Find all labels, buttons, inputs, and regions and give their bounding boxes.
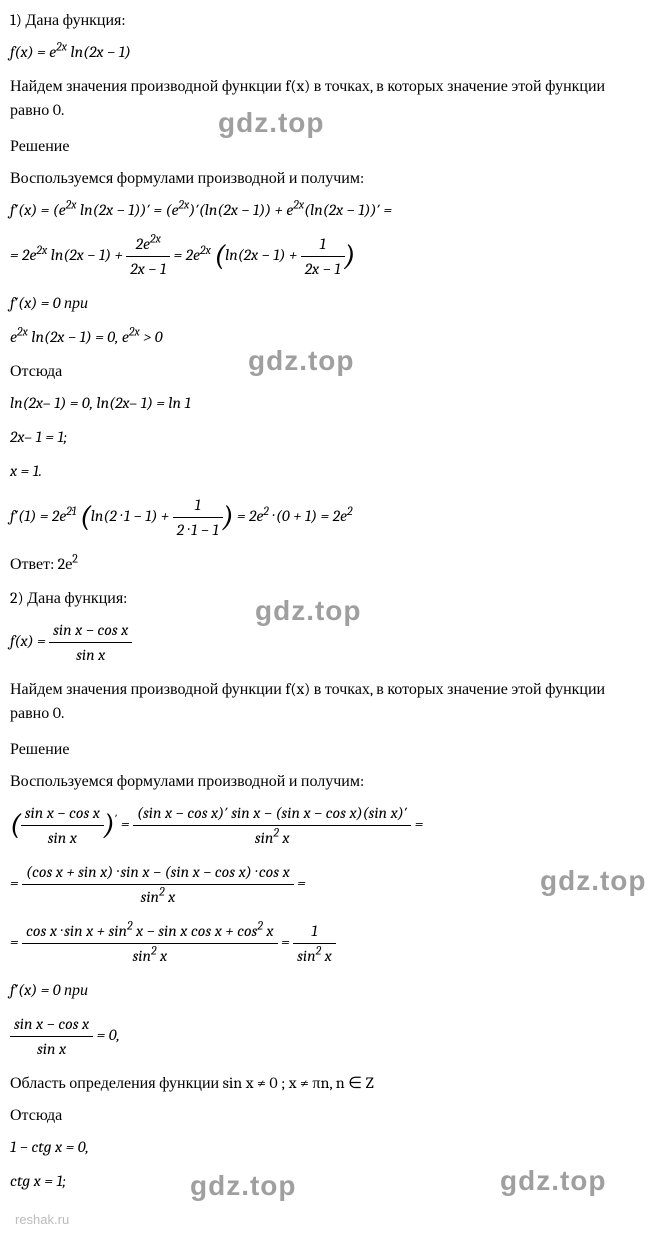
ln-equation: ln(2x– 1) = 0, ln(2x– 1) = ln 1 [10,391,640,415]
fraction-5: sin x − cos xsin x [21,801,104,850]
exp-2x: 2x [56,40,67,54]
fraction-4: sin x − cos xsin x [49,618,132,667]
function-1-definition: f(x) = e2x ln(2x − 1) [10,40,640,64]
fraction-8: cos x · sin x + sin2 x − sin x cos x + c… [22,919,278,968]
solution-intro-2: Воспользуемся формулами производной и по… [10,769,640,793]
derivative-at-1: f′(1) = 2e2·1 (ln(2 · 1 − 1) + 12 · 1 − … [10,493,640,542]
derivative-step-1: f′(x) = (e2x ln(2x − 1))′ = (e2x)′(ln(2x… [10,198,640,222]
watermark-small-1: reshak.ru [15,1210,69,1230]
derivative-2-step-1: (sin x − cos xsin x)′ = (sin x − cos x)′… [10,801,640,850]
zero-equation-2: sin x − cos xsin x = 0, [10,1012,640,1061]
derivative-2-step-3: = cos x · sin x + sin2 x − sin x cos x +… [10,919,640,968]
solution-label-1: Решение [10,134,640,158]
ln-part: ln(2x − 1) [67,43,131,61]
domain-definition: Область определения функции sin x ≠ 0 ; … [10,1071,640,1095]
x-solution: x = 1. [10,459,640,483]
solution-intro-1: Воспользуемся формулами производной и по… [10,166,640,190]
ctg-equation-2: ctg x = 1; [10,1169,640,1193]
problem-1-header: 1) Дана функция: [10,8,640,32]
fraction-10: sin x − cos xsin x [10,1012,93,1061]
fx-eq: (x) = e [15,43,57,61]
problem-2-header: 2) Дана функция: [10,586,640,610]
derivative-step-2: = 2e2x ln(2x − 1) + 2e2x2x − 1 = 2e2x (l… [10,232,640,281]
hence-1: Отсюда [10,359,640,383]
hence-2: Отсюда [10,1103,640,1127]
fraction-6: (sin x − cos x)′ sin x − (sin x − cos x)… [133,801,411,850]
zero-equation: e2x ln(2x − 1) = 0, e2x > 0 [10,325,640,349]
task-description-2: Найдем значения производной функции f(x)… [10,677,640,725]
fraction-9: 1sin2 x [293,919,336,968]
fraction-1: 2e2x2x − 1 [126,232,170,281]
derivative-2-zero: f′(x) = 0 при [10,978,640,1002]
fraction-3: 12 · 1 − 1 [173,493,223,542]
solution-label-2: Решение [10,737,640,761]
derivative-zero-condition: f′(x) = 0 при [10,291,640,315]
ctg-equation-1: 1 − ctg x = 0, [10,1135,640,1159]
fraction-7: (cos x + sin x) · sin x − (sin x − cos x… [22,860,294,909]
task-description-1: Найдем значения производной функции f(x)… [10,74,640,122]
paren-close: ) [345,240,356,273]
fraction-2: 12x − 1 [301,232,345,281]
derivative-2-step-2: = (cos x + sin x) · sin x − (sin x − cos… [10,860,640,909]
paren-open: ( [214,240,225,273]
linear-eq: 2x– 1 = 1; [10,425,640,449]
answer-1: Ответ: 2e2 [10,552,640,576]
function-2-definition: f(x) = sin x − cos xsin x [10,618,640,667]
